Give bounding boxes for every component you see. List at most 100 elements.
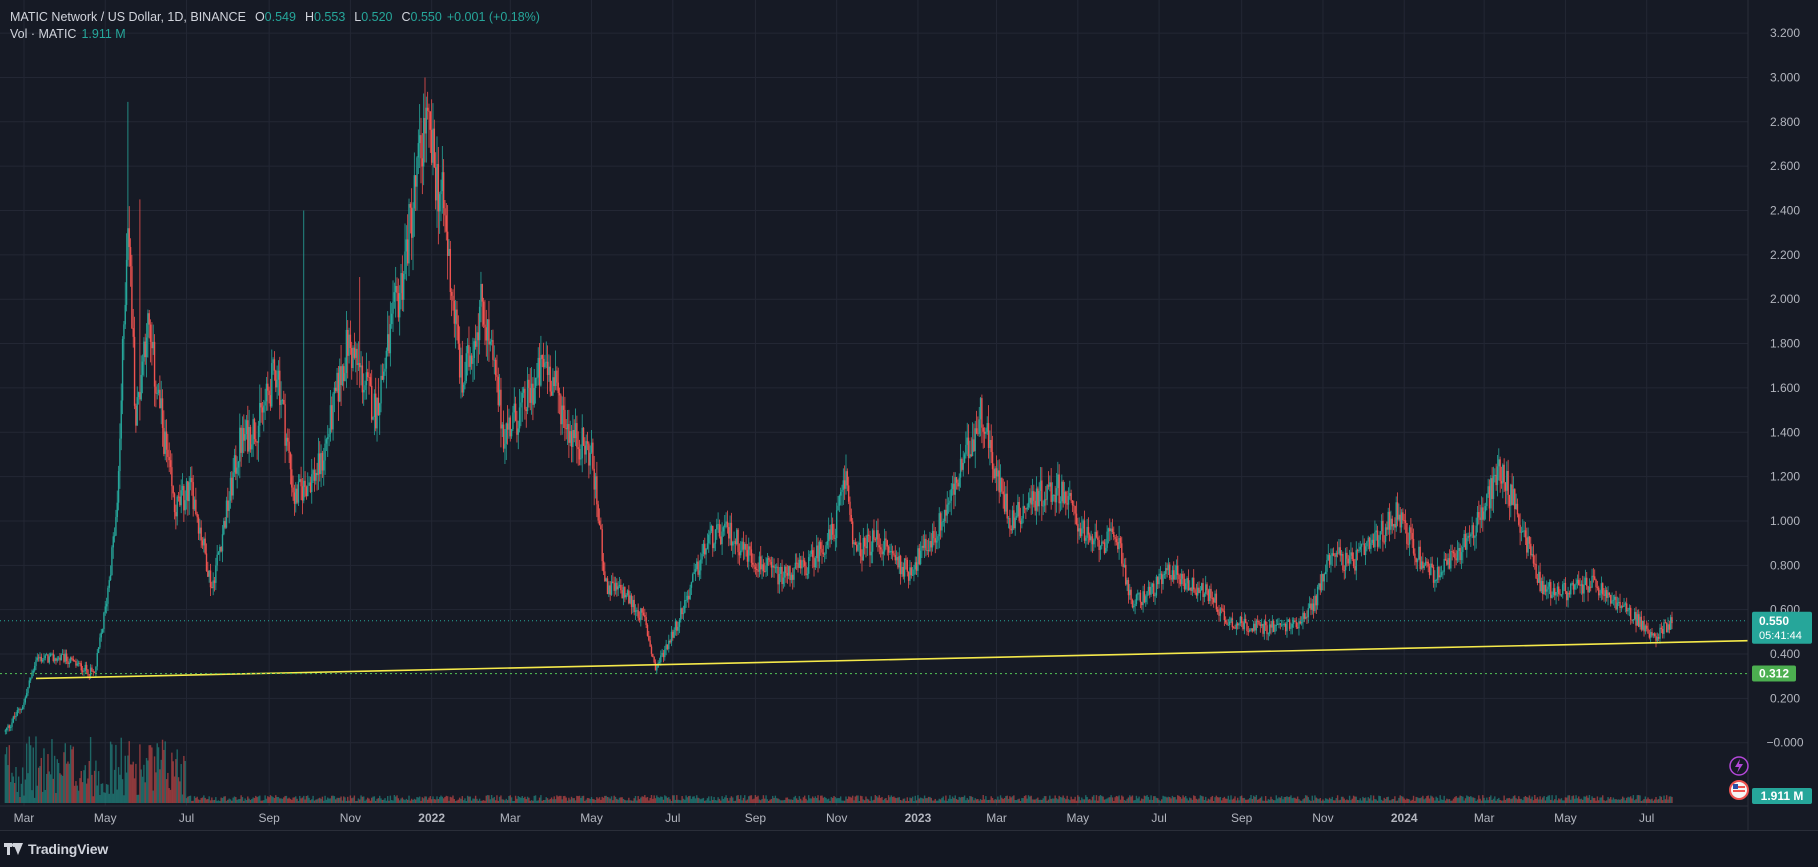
symbol-title[interactable]: MATIC Network / US Dollar, 1D, BINANCE <box>10 10 246 24</box>
volume-bar <box>345 800 348 803</box>
ohlc-row: MATIC Network / US Dollar, 1D, BINANCE O… <box>10 9 540 26</box>
candle-body <box>351 348 353 369</box>
candle-body <box>183 486 185 511</box>
volume-bar <box>85 783 88 803</box>
volume-bar <box>255 795 257 803</box>
candle-body <box>1251 628 1254 632</box>
candle-body <box>562 405 565 410</box>
volume-bar <box>1503 795 1505 803</box>
candle-body <box>184 500 186 511</box>
volume-bar <box>96 785 98 803</box>
volume-bar <box>993 800 995 803</box>
volume-bar <box>704 800 706 803</box>
candle-body <box>1318 583 1320 587</box>
candle-body <box>1364 546 1367 556</box>
volume-bar <box>782 800 785 803</box>
candle-body <box>817 545 819 562</box>
candle-body <box>1540 581 1543 591</box>
candle-body <box>886 540 888 547</box>
candle-body <box>668 640 670 649</box>
candle-body <box>501 424 503 429</box>
lightning-icon[interactable] <box>1729 756 1749 776</box>
candle-body <box>406 239 409 264</box>
candle-body <box>626 590 629 596</box>
volume-bar <box>569 799 571 803</box>
volume-bar <box>967 799 970 803</box>
candle-body <box>39 656 41 659</box>
candle-body <box>550 391 553 396</box>
volume-bar <box>1290 795 1292 803</box>
volume-bar <box>1572 795 1575 803</box>
candle-body <box>618 584 621 587</box>
candle-body <box>1332 553 1335 556</box>
time-tick-label: Mar <box>500 811 521 825</box>
candle-body <box>1079 528 1082 537</box>
candle-body <box>104 606 106 613</box>
candle-body <box>625 595 627 598</box>
volume-bar <box>965 800 967 803</box>
price-axis[interactable]: 3.2003.0002.8002.6002.4002.2002.0001.800… <box>1766 26 1803 750</box>
candle-body <box>136 397 138 426</box>
volume-bar <box>212 800 214 803</box>
volume-bar <box>365 799 368 803</box>
volume-bar <box>1528 795 1531 803</box>
volume-bar <box>625 800 627 803</box>
candle-body <box>1070 493 1072 501</box>
volume-bar <box>793 797 795 803</box>
volume-bar <box>1604 800 1607 803</box>
candle-body <box>365 372 368 386</box>
drawings[interactable] <box>0 620 1749 680</box>
candle-body <box>967 437 970 458</box>
tradingview-logo[interactable]: TradingView <box>4 841 108 857</box>
candle-body <box>1633 611 1636 620</box>
candle-body <box>1236 623 1239 626</box>
volume-bar <box>1478 795 1480 803</box>
volume-bar <box>445 795 448 803</box>
volume-bar <box>223 796 225 803</box>
candle-body <box>929 540 931 551</box>
volume-bar <box>1166 797 1168 803</box>
candle-body <box>480 284 482 307</box>
time-axis[interactable]: Mar May Jul Sep Nov 2022 Mar May Jul Sep Nov 2023 Ma… <box>14 811 1655 825</box>
volume-bar <box>1010 797 1012 803</box>
candle-body <box>578 448 581 460</box>
axis-icons[interactable] <box>1729 756 1749 800</box>
candle-body <box>1179 579 1182 585</box>
volume-bar <box>545 797 547 803</box>
chart-canvas[interactable]: 3.2003.0002.8002.6002.4002.2002.0001.800… <box>0 0 1818 830</box>
candle-body <box>441 172 444 192</box>
candle-body <box>1272 620 1275 632</box>
flag-icon[interactable] <box>1729 780 1749 800</box>
volume-bar <box>418 796 421 803</box>
volume-bar <box>1580 798 1583 803</box>
volume-bar <box>1347 800 1349 803</box>
volume-bar <box>129 764 132 803</box>
volume-bar <box>1226 798 1228 803</box>
candle-body <box>240 427 242 453</box>
volume-bar <box>52 778 54 803</box>
volume-label[interactable]: Vol · MATIC <box>10 27 77 41</box>
volume-bar <box>907 800 910 803</box>
candle-body <box>772 565 774 568</box>
candle-body <box>1524 530 1527 538</box>
volume-bar <box>660 796 662 803</box>
volume-bar <box>1502 800 1504 803</box>
volume-bar <box>917 795 919 803</box>
candle-body <box>397 293 400 318</box>
trendline[interactable] <box>35 639 1749 680</box>
volume-bar <box>103 792 105 803</box>
volume-bar <box>195 797 197 803</box>
volume-bar <box>1552 800 1555 803</box>
volume-bar <box>753 798 755 803</box>
volume-bar <box>1286 796 1288 803</box>
volume-bar <box>1399 795 1401 803</box>
candle-body <box>1479 517 1481 520</box>
volume-bar <box>47 754 49 803</box>
candle-body <box>468 345 470 367</box>
candle-body <box>614 582 617 591</box>
volume-bar <box>618 797 621 803</box>
candle-body <box>1507 470 1509 495</box>
candle-body <box>993 469 995 479</box>
candle-body <box>726 521 729 528</box>
volume-bar <box>758 799 761 803</box>
